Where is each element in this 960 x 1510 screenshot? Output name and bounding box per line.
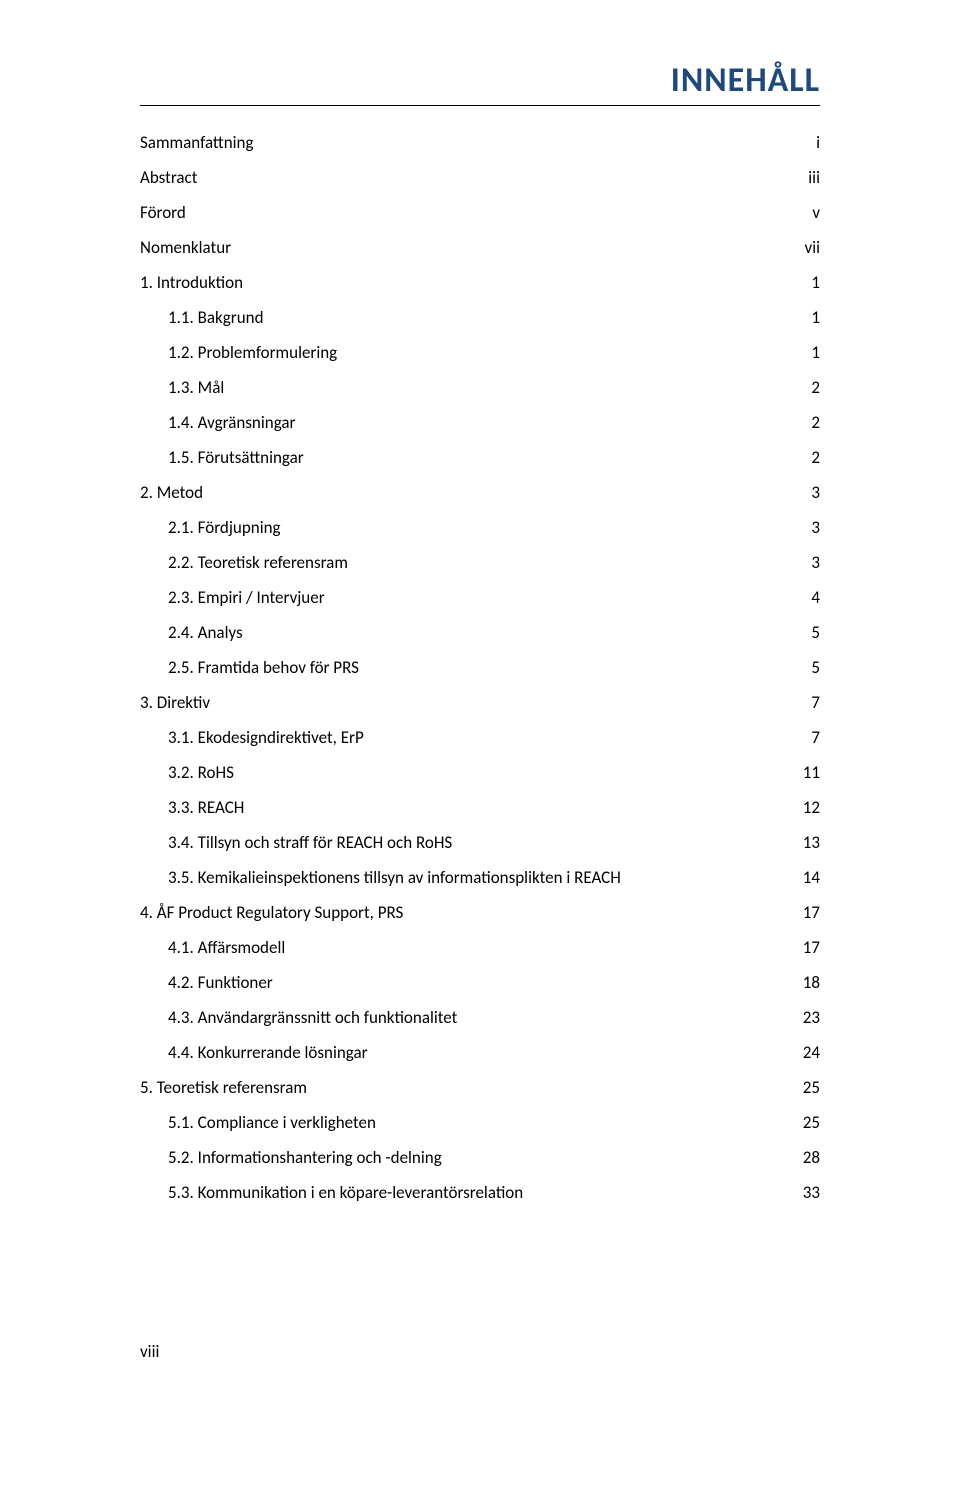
toc-entry-label: 2. Metod <box>140 484 203 501</box>
toc-row: 2.4. Analys 5 <box>140 624 820 641</box>
toc-entry-page: 1 <box>796 344 820 361</box>
toc-entry-label: 3.5. Kemikalieinspektionens tillsyn av i… <box>168 869 621 886</box>
toc-row: 1.1. Bakgrund 1 <box>140 309 820 326</box>
toc-entry-page: 2 <box>796 414 820 431</box>
toc-row: 3.1. Ekodesigndirektivet, ErP 7 <box>140 729 820 746</box>
toc-entry-label: 2.3. Empiri / Intervjuer <box>168 589 325 606</box>
toc-row: 2.2. Teoretisk referensram 3 <box>140 554 820 571</box>
toc-entry-page: 1 <box>796 309 820 326</box>
toc-row: 1.4. Avgränsningar 2 <box>140 414 820 431</box>
toc-entry-label: 2.4. Analys <box>168 624 243 641</box>
toc-row: Abstract iii <box>140 169 820 186</box>
page: INNEHÅLL Sammanfattning i Abstract iii Föror… <box>70 0 890 1402</box>
toc-entry-page: 7 <box>796 694 820 711</box>
toc-entry-page: iii <box>796 169 820 186</box>
toc-entry-label: Sammanfattning <box>140 134 253 151</box>
toc-row: Sammanfattning i <box>140 134 820 151</box>
toc-entry-label: Abstract <box>140 169 197 186</box>
toc-row: 2.5. Framtida behov för PRS 5 <box>140 659 820 676</box>
toc-entry-page: 7 <box>796 729 820 746</box>
toc-entry-page: 4 <box>796 589 820 606</box>
toc-row: 4. ÅF Product Regulatory Support, PRS 17 <box>140 904 820 921</box>
toc-entry-label: 2.5. Framtida behov för PRS <box>168 659 359 676</box>
toc-entry-page: 5 <box>796 659 820 676</box>
toc-entry-label: 4. ÅF Product Regulatory Support, PRS <box>140 904 403 921</box>
toc-row: 3.3. REACH 12 <box>140 799 820 816</box>
toc-entry-label: Förord <box>140 204 186 221</box>
toc-entry-page: 3 <box>796 519 820 536</box>
toc-entry-label: 1.3. Mål <box>168 379 224 396</box>
toc-entry-page: 3 <box>796 554 820 571</box>
toc-entry-label: 3.2. RoHS <box>168 764 234 781</box>
toc-entry-page: 5 <box>796 624 820 641</box>
toc-row: 3.4. Tillsyn och straff för REACH och Ro… <box>140 834 820 851</box>
toc-row: 1.3. Mål 2 <box>140 379 820 396</box>
toc-row: 5.2. Informationshantering och -delning 2… <box>140 1149 820 1166</box>
toc-row: 4.3. Användargränssnitt och funktionalit… <box>140 1009 820 1026</box>
toc-entry-page: 14 <box>796 869 820 886</box>
toc-entry-label: 3.1. Ekodesigndirektivet, ErP <box>168 729 364 746</box>
toc-entry-page: 2 <box>796 379 820 396</box>
toc-entry-page: 23 <box>796 1009 820 1026</box>
toc-entry-label: 1.4. Avgränsningar <box>168 414 295 431</box>
toc-entry-label: 3.3. REACH <box>168 799 244 816</box>
page-title: INNEHÅLL <box>140 60 820 106</box>
toc-entry-label: 3.4. Tillsyn och straff för REACH och Ro… <box>168 834 452 851</box>
table-of-contents: Sammanfattning i Abstract iii Förord v Nomenkl… <box>140 134 820 1201</box>
toc-row: Nomenklatur vii <box>140 239 820 256</box>
toc-entry-page: 12 <box>796 799 820 816</box>
toc-entry-label: 5.2. Informationshantering och -delning <box>168 1149 442 1166</box>
toc-entry-label: 5.1. Compliance i verkligheten <box>168 1114 376 1131</box>
toc-entry-label: 4.1. Affärsmodell <box>168 939 285 956</box>
toc-entry-label: Nomenklatur <box>140 239 231 256</box>
page-number-footer: viii <box>140 1341 820 1362</box>
toc-row: 2.3. Empiri / Intervjuer 4 <box>140 589 820 606</box>
toc-row: 2. Metod 3 <box>140 484 820 501</box>
toc-row: 3. Direktiv 7 <box>140 694 820 711</box>
toc-entry-page: 3 <box>796 484 820 501</box>
toc-row: 4.1. Affärsmodell 17 <box>140 939 820 956</box>
toc-entry-page: 25 <box>796 1114 820 1131</box>
toc-row: 1.2. Problemformulering 1 <box>140 344 820 361</box>
toc-entry-label: 5. Teoretisk referensram <box>140 1079 307 1096</box>
toc-entry-page: 13 <box>796 834 820 851</box>
toc-entry-page: 1 <box>796 274 820 291</box>
toc-entry-page: 28 <box>796 1149 820 1166</box>
toc-entry-label: 4.3. Användargränssnitt och funktionalit… <box>168 1009 457 1026</box>
toc-entry-page: 2 <box>796 449 820 466</box>
toc-row: Förord v <box>140 204 820 221</box>
toc-entry-label: 4.4. Konkurrerande lösningar <box>168 1044 368 1061</box>
toc-entry-page: 33 <box>796 1184 820 1201</box>
toc-entry-page: 24 <box>796 1044 820 1061</box>
toc-row: 4.4. Konkurrerande lösningar 24 <box>140 1044 820 1061</box>
toc-row: 1.5. Förutsättningar 2 <box>140 449 820 466</box>
toc-entry-label: 3. Direktiv <box>140 694 210 711</box>
toc-row: 5.3. Kommunikation i en köpare-leverantö… <box>140 1184 820 1201</box>
toc-entry-page: vii <box>796 239 820 256</box>
toc-entry-label: 2.2. Teoretisk referensram <box>168 554 348 571</box>
toc-entry-page: 11 <box>796 764 820 781</box>
toc-entry-label: 1.5. Förutsättningar <box>168 449 304 466</box>
toc-row: 3.2. RoHS 11 <box>140 764 820 781</box>
toc-row: 5.1. Compliance i verkligheten 25 <box>140 1114 820 1131</box>
toc-entry-label: 4.2. Funktioner <box>168 974 273 991</box>
toc-row: 5. Teoretisk referensram 25 <box>140 1079 820 1096</box>
toc-row: 1. Introduktion 1 <box>140 274 820 291</box>
toc-entry-page: 17 <box>796 939 820 956</box>
toc-row: 2.1. Fördjupning 3 <box>140 519 820 536</box>
toc-entry-label: 2.1. Fördjupning <box>168 519 281 536</box>
toc-entry-page: v <box>796 204 820 221</box>
toc-entry-page: i <box>796 134 820 151</box>
toc-entry-label: 1. Introduktion <box>140 274 243 291</box>
toc-entry-label: 5.3. Kommunikation i en köpare-leverantö… <box>168 1184 523 1201</box>
toc-entry-page: 18 <box>796 974 820 991</box>
toc-entry-page: 17 <box>796 904 820 921</box>
toc-entry-page: 25 <box>796 1079 820 1096</box>
toc-entry-label: 1.2. Problemformulering <box>168 344 337 361</box>
toc-row: 4.2. Funktioner 18 <box>140 974 820 991</box>
toc-entry-label: 1.1. Bakgrund <box>168 309 264 326</box>
toc-row: 3.5. Kemikalieinspektionens tillsyn av i… <box>140 869 820 886</box>
